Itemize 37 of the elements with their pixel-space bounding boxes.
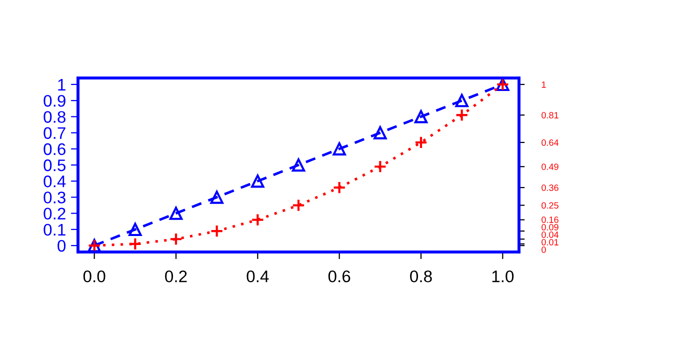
point: [128, 222, 142, 236]
point: [332, 142, 346, 156]
y2-tick-label: 0.04: [542, 232, 559, 238]
y2-tick-label: 0.64: [542, 139, 559, 146]
y2-tick-label: 0.49: [542, 164, 558, 170]
y-tick-label: 0.7: [44, 127, 66, 139]
y2-tick-label: 0.25: [542, 202, 558, 209]
y2-tick-label: 0.36: [542, 184, 558, 191]
point: [292, 158, 306, 172]
x-tick-label: 0.0: [83, 270, 106, 282]
y-tick-label: 0.9: [44, 94, 66, 107]
point: [169, 206, 183, 220]
x-tick-label: 1.0: [492, 270, 514, 282]
y2-tick-label: 0.01: [542, 239, 558, 246]
point: [455, 94, 468, 108]
x-tick-label: 0.6: [328, 270, 350, 282]
y-tick-label: 0: [58, 240, 66, 252]
y2-tick-label: 0.09: [542, 224, 558, 230]
y-tick-label: 0.4: [44, 176, 66, 188]
y-tick-label: 0.5: [44, 159, 66, 172]
y-tick-label: 0.3: [44, 192, 66, 204]
y-tick-label: 0.6: [44, 143, 66, 156]
y2-tick-label: 0.16: [542, 216, 558, 223]
y-tick-label: 0.8: [44, 111, 66, 123]
y-tick-label: 1: [58, 79, 66, 90]
x-tick-label: 0.4: [246, 270, 269, 282]
x-tick-label: 0.8: [410, 270, 432, 282]
y-tick-label: 0.2: [44, 208, 66, 220]
y2-tick-label: 0.81: [542, 112, 558, 118]
point: [374, 126, 387, 140]
y2-tick-label: 1: [542, 82, 546, 88]
x-tick-label: 0.2: [165, 270, 187, 282]
point: [251, 174, 264, 188]
y-tick-label: 0.1: [44, 224, 66, 236]
point: [210, 190, 224, 204]
point: [414, 110, 428, 124]
y2-tick-label: 0: [542, 246, 546, 253]
